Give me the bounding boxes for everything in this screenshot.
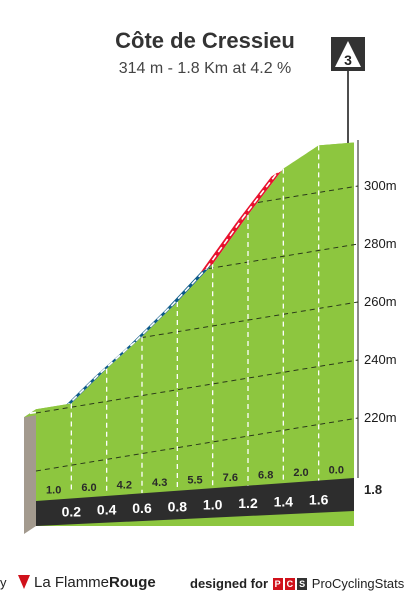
- km-label: 1.4: [274, 493, 294, 509]
- y-tick-label: 220m: [364, 410, 397, 425]
- gradient-label: 6.8: [258, 469, 273, 481]
- total-distance-label: 1.8: [364, 482, 382, 497]
- profile-centre-line: [170, 267, 208, 307]
- gradient-label: 0.0: [329, 464, 344, 476]
- brand-prefix: La Flamme: [34, 574, 110, 591]
- gradient-label: 4.2: [117, 480, 132, 492]
- profile-centre-line: [29, 406, 66, 415]
- pcs-mark-s: S: [297, 578, 308, 590]
- altitude-gridline: [257, 185, 359, 203]
- km-label: 0.2: [62, 503, 82, 519]
- km-label: 0.4: [97, 502, 117, 518]
- altitude-gridline: [35, 417, 359, 472]
- altitude-gridline: [208, 243, 359, 270]
- profile-centre-line: [64, 372, 102, 409]
- chart-title: Côte de Cressieu: [115, 28, 295, 53]
- badge-category-number: 3: [344, 52, 352, 68]
- profile-top-segment: [236, 168, 284, 223]
- y-tick-label: 300m: [364, 178, 397, 193]
- km-label: 0.8: [168, 498, 188, 514]
- km-label: 1.6: [309, 492, 329, 508]
- pcs-mark-c: C: [284, 578, 296, 590]
- gradient-label: 2.0: [293, 467, 308, 479]
- pcs-name: ProCyclingStats: [311, 576, 405, 591]
- km-label: 1.2: [238, 495, 258, 511]
- y-tick-label: 260m: [364, 294, 397, 309]
- km-label: 0.6: [132, 500, 152, 516]
- brand-suffix: Rouge: [109, 574, 156, 591]
- profile-centre-line: [135, 305, 172, 342]
- designed-for-label: designed for: [190, 576, 269, 591]
- red-flag-icon: [18, 575, 30, 589]
- pcs-mark-p: P: [272, 578, 283, 590]
- profile-left-cap: [24, 409, 36, 534]
- profile-layer: 220m 240m 260m 280m 300m 1.0 6.0 4.2 4.3 5.5 7.6 6.…: [24, 140, 397, 534]
- profile-centre-line: [206, 218, 243, 269]
- gradient-label: 5.5: [187, 475, 202, 487]
- km-axis-band: [36, 478, 354, 526]
- la-flamme-rouge-logo: La FlammeRouge: [18, 574, 156, 591]
- gradient-label: 1.0: [46, 485, 61, 497]
- category-3-badge: 3: [331, 37, 365, 143]
- gradient-label: 4.3: [152, 477, 167, 489]
- badge-triangle: [335, 41, 361, 67]
- footer-cut-text: y: [0, 575, 7, 590]
- y-tick-label: 280m: [364, 236, 397, 251]
- gradient-label: 6.0: [81, 482, 96, 494]
- profile-front-face: [36, 142, 354, 526]
- chart-subtitle: 314 m - 1.8 Km at 4.2 %: [119, 60, 292, 77]
- y-tick-label: 240m: [364, 352, 397, 367]
- gradient-label: 7.6: [223, 472, 238, 484]
- altitude-gridline: [35, 359, 359, 414]
- profile-centre-line: [100, 340, 137, 374]
- km-label: 1.0: [203, 497, 223, 513]
